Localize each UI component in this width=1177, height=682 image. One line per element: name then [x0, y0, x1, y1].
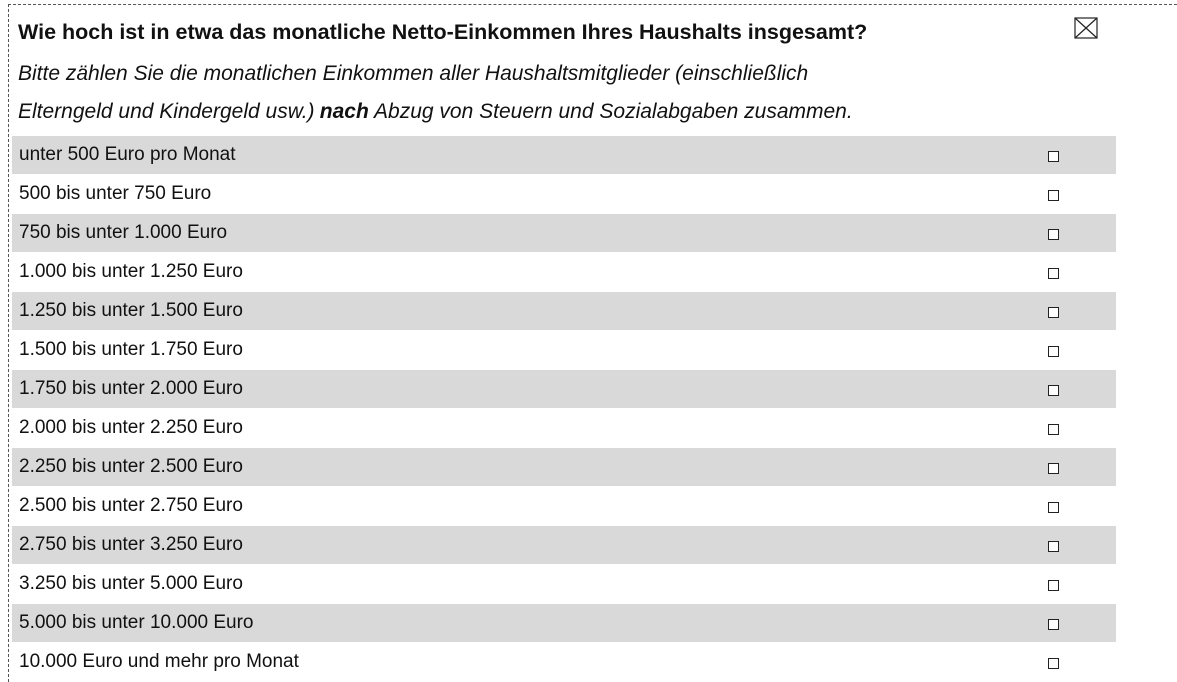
checkbox[interactable] — [1048, 268, 1059, 279]
option-label: 500 bis unter 750 Euro — [19, 183, 212, 204]
option-label: 2.000 bis unter 2.250 Euro — [19, 417, 243, 438]
option-row: 500 bis unter 750 Euro — [12, 175, 1116, 213]
checkbox[interactable] — [1048, 346, 1059, 357]
checkbox[interactable] — [1048, 502, 1059, 513]
option-row: 1.750 bis unter 2.000 Euro — [12, 370, 1116, 408]
checkbox-square — [1048, 151, 1059, 162]
checkbox[interactable] — [1048, 463, 1059, 474]
option-label: 750 bis unter 1.000 Euro — [19, 222, 228, 243]
option-label: 10.000 Euro und mehr pro Monat — [19, 651, 299, 672]
option-row: 1.500 bis unter 1.750 Euro — [12, 331, 1116, 369]
form-frame — [8, 4, 1177, 682]
option-row: 10.000 Euro und mehr pro Monat — [12, 643, 1116, 681]
checkbox-square — [1048, 190, 1059, 201]
checkbox[interactable] — [1048, 151, 1059, 162]
checkbox-square — [1048, 463, 1059, 474]
option-label: 3.250 bis unter 5.000 Euro — [19, 573, 243, 594]
instruction-emphasis: nach — [319, 100, 369, 123]
option-label: 2.500 bis unter 2.750 Euro — [19, 495, 243, 516]
checkbox-square — [1048, 424, 1059, 435]
option-label: unter 500 Euro pro Monat — [19, 144, 236, 165]
instruction-text: Elterngeld und Kindergeld usw.) — [18, 100, 315, 123]
option-label: 5.000 bis unter 10.000 Euro — [19, 612, 254, 633]
checkbox-square — [1048, 658, 1059, 669]
checkbox[interactable] — [1048, 385, 1059, 396]
question-icon — [1074, 17, 1098, 39]
option-row: 2.250 bis unter 2.500 Euro — [12, 448, 1116, 486]
option-label: 2.250 bis unter 2.500 Euro — [19, 456, 243, 477]
option-row: 1.000 bis unter 1.250 Euro — [12, 253, 1116, 291]
checkbox-square — [1048, 268, 1059, 279]
checkbox[interactable] — [1048, 424, 1059, 435]
option-label: 1.500 bis unter 1.750 Euro — [19, 339, 243, 360]
instruction-line: Elterngeld und Kindergeld usw.) nach Abzug… — [18, 100, 853, 124]
instruction-line: Bitte zählen Sie die monatlichen Einkomm… — [18, 62, 809, 85]
checkbox[interactable] — [1048, 541, 1059, 552]
option-row: 2.750 bis unter 3.250 Euro — [12, 526, 1116, 564]
option-row: 3.250 bis unter 5.000 Euro — [12, 565, 1116, 603]
option-label: 2.750 bis unter 3.250 Euro — [19, 534, 243, 555]
option-label: 1.750 bis unter 2.000 Euro — [19, 378, 243, 399]
checkbox-square — [1048, 502, 1059, 513]
option-row: 750 bis unter 1.000 Euro — [12, 214, 1116, 252]
checkbox-square — [1048, 346, 1059, 357]
checkbox-square — [1048, 307, 1059, 318]
instruction-text: Abzug von Steuern und Sozialabgaben zusa… — [374, 100, 853, 123]
options-list: unter 500 Euro pro Monat 500 bis unter 75… — [12, 136, 1116, 682]
checkbox-square — [1048, 541, 1059, 552]
option-label: 1.000 bis unter 1.250 Euro — [19, 261, 243, 282]
option-label: 1.250 bis unter 1.500 Euro — [19, 300, 243, 321]
checkbox-square — [1048, 580, 1059, 591]
checkbox[interactable] — [1048, 580, 1059, 591]
checkbox[interactable] — [1048, 190, 1059, 201]
question: Wie hoch ist in etwa das monatliche Nett… — [18, 20, 868, 44]
option-row: unter 500 Euro pro Monat — [12, 136, 1116, 174]
option-row: 1.250 bis unter 1.500 Euro — [12, 292, 1116, 330]
checkbox[interactable] — [1048, 307, 1059, 318]
option-row: 5.000 bis unter 10.000 Euro — [12, 604, 1116, 642]
checkbox-square — [1048, 229, 1059, 240]
checkbox-square — [1048, 385, 1059, 396]
option-row: 2.500 bis unter 2.750 Euro — [12, 487, 1116, 525]
checkbox[interactable] — [1048, 619, 1059, 630]
checkbox[interactable] — [1048, 658, 1059, 669]
checkbox-square — [1048, 619, 1059, 630]
checkbox[interactable] — [1048, 229, 1059, 240]
option-row: 2.000 bis unter 2.250 Euro — [12, 409, 1116, 447]
